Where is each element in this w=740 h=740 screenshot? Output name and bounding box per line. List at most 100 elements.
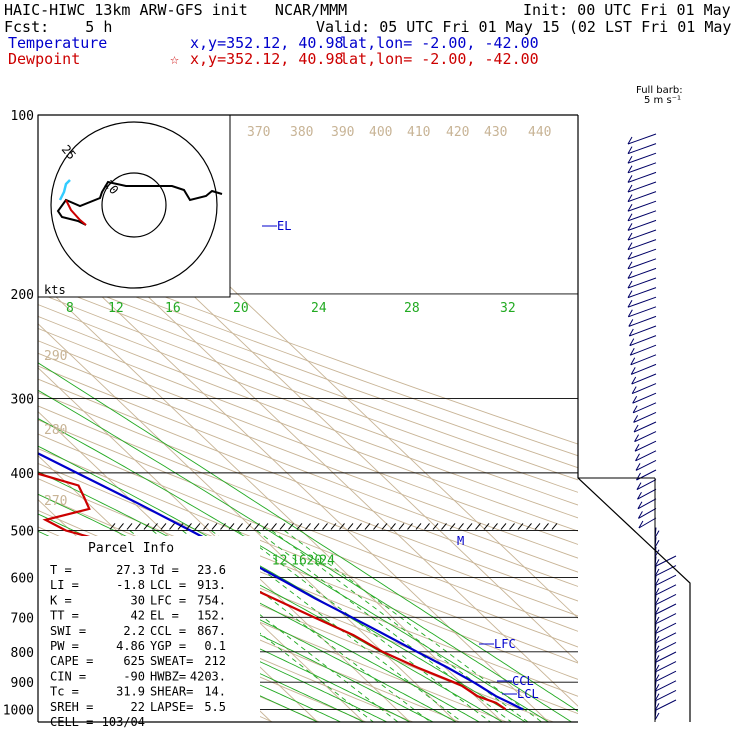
wind-barb-flag [631, 386, 637, 394]
parcel-row-label: LAPSE= [150, 700, 193, 714]
parcel-row-label: K = [50, 593, 72, 607]
parcel-row-label: LCL = [150, 578, 186, 592]
freezing-hatch-mark [322, 523, 328, 530]
freezing-hatch-mark [143, 523, 150, 530]
freezing-hatch-mark [441, 523, 447, 530]
wind-barb [638, 517, 657, 529]
dry-adiabat [38, 578, 367, 723]
forecast-hour: Fcst: 5 h [4, 18, 113, 36]
parcel-row-label: SHEAR= [150, 685, 193, 699]
barb-legend-title: Full barb: [636, 85, 683, 96]
wind-barb-flag [633, 415, 639, 423]
wind-barb [628, 306, 657, 318]
wind-barb-flag [654, 683, 660, 692]
wind-barb-flag [634, 434, 640, 442]
level-marker-label: LCL [517, 687, 539, 701]
mixing-ratio-line [256, 530, 512, 723]
mixing-ratio-line [129, 530, 374, 723]
isotherm-line [38, 279, 503, 723]
wind-barb [633, 411, 657, 423]
wind-barb-flag [637, 511, 643, 519]
wind-barb [631, 373, 657, 385]
parcel-row-value: 913. [197, 578, 226, 592]
moist-adiabat-label: 8 [66, 301, 74, 316]
dry-adiabat [38, 248, 578, 445]
parcel-row-value: 22 [131, 700, 145, 714]
wind-barb-flag [654, 693, 660, 702]
init-time: Init: 00 UTC Fri 01 May 15 [523, 1, 740, 19]
wind-barb-flag [627, 155, 633, 164]
wind-barb [627, 143, 657, 155]
pressure-tick-label: 200 [11, 288, 34, 303]
pressure-tick-label: 100 [11, 109, 34, 124]
wind-barb-flag [654, 539, 660, 548]
wind-barb [627, 162, 657, 174]
wind-barb-flag [655, 641, 677, 653]
wind-barb-flag [627, 184, 633, 193]
wind-barb [627, 181, 657, 193]
dry-adiabat [38, 258, 578, 457]
parcel-row-label: SWEAT= [150, 654, 193, 668]
freezing-hatch-mark [288, 523, 294, 530]
wind-barb [632, 402, 657, 414]
wind-barb-flag [627, 280, 633, 289]
parcel-row-value: 754. [197, 593, 226, 607]
wind-barb-flag [655, 670, 677, 682]
wind-barb-flag [627, 309, 633, 318]
temperature-latlon: lat,lon= -2.00, -42.00 [340, 34, 539, 52]
dry-adiabat [38, 315, 578, 519]
pressure-tick-label: 900 [11, 676, 34, 691]
mixing-ratio-line [271, 530, 529, 723]
dry-adiabat [38, 352, 578, 559]
freezing-hatch-mark [160, 523, 167, 530]
moist-adiabat [38, 471, 503, 723]
wind-barb [629, 335, 657, 347]
wind-barb-flag [632, 395, 638, 404]
dry-adiabat-label: 380 [290, 125, 313, 140]
dry-adiabat [38, 378, 578, 587]
wind-barb-flag [655, 651, 677, 663]
parcel-row-label: SWI = [50, 624, 86, 638]
wind-barb-flag [636, 472, 641, 481]
freezing-hatch-mark [534, 523, 541, 530]
freezing-hatch-mark [118, 523, 124, 530]
wind-barb-flag [627, 213, 633, 222]
freezing-hatch-mark [169, 523, 175, 530]
barb-legend-unit: 5 m s⁻¹ [644, 95, 681, 106]
dry-adiabat [38, 433, 578, 648]
wind-barb-flag [627, 242, 633, 250]
freezing-hatch-mark [186, 523, 192, 530]
freezing-hatch-mark [475, 523, 481, 530]
wind-barb-flag [654, 597, 660, 606]
freezing-hatch-mark [517, 523, 524, 530]
wind-barb-flag [655, 680, 677, 692]
wind-barb [627, 219, 657, 231]
wind-barb [627, 229, 657, 241]
freezing-hatch-mark [509, 523, 515, 530]
freezing-hatch-mark [228, 523, 235, 530]
parcel-row-label: CAPE = [50, 654, 93, 668]
freezing-hatch-mark [424, 523, 430, 530]
wind-barb [627, 248, 657, 260]
freezing-hatch-mark [458, 523, 464, 530]
parcel-row-value: 867. [197, 624, 226, 638]
dry-adiabat [38, 340, 578, 545]
wind-barb [627, 267, 657, 279]
wind-barb [637, 498, 657, 510]
freezing-hatch-mark [211, 523, 218, 530]
wind-barb [627, 152, 657, 164]
wind-barb-flag [635, 463, 641, 471]
parcel-info-title: Parcel Info [88, 541, 174, 556]
freezing-hatch-mark [177, 523, 184, 530]
wind-barb-flag [627, 175, 633, 183]
wind-barb-flag [654, 626, 660, 634]
parcel-row-label: TT = [50, 609, 79, 623]
parcel-row-label: SREH = [50, 700, 93, 714]
dry-adiabat [38, 327, 578, 532]
moist-adiabat-label: 16 [165, 301, 181, 316]
wind-barb-flag [632, 405, 638, 414]
wind-barb [634, 440, 657, 452]
freezing-hatch-mark [381, 523, 388, 530]
freezing-hatch-mark [356, 523, 362, 530]
